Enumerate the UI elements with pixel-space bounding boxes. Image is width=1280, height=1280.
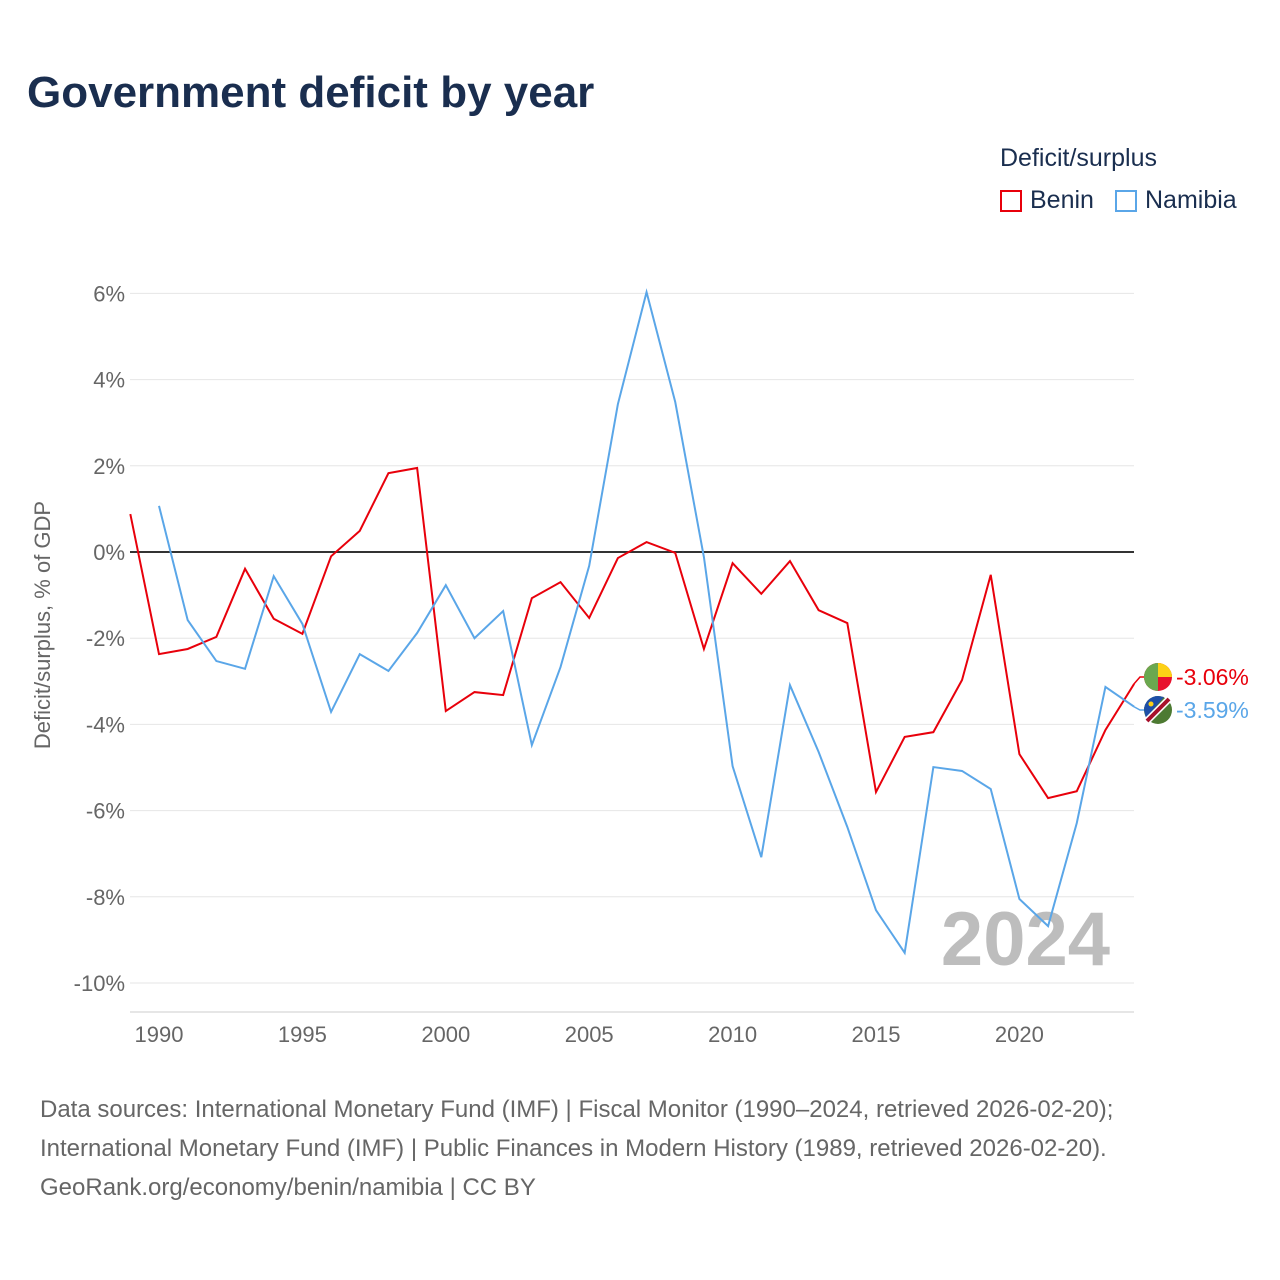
series-line-benin xyxy=(129,466,1135,800)
x-tick-label: 2005 xyxy=(565,1022,614,1047)
x-tick-label: 2020 xyxy=(995,1022,1044,1047)
y-tick-label: -10% xyxy=(74,971,125,996)
y-tick-label: -2% xyxy=(86,626,125,651)
source-url[interactable]: GeoRank.org/economy/benin/namibia | CC B… xyxy=(40,1174,536,1201)
y-tick-label: 2% xyxy=(93,454,125,479)
legend-label: Benin xyxy=(1030,186,1094,214)
x-tick-label: 1990 xyxy=(135,1022,184,1047)
year-watermark: 2024 xyxy=(941,897,1110,982)
namibia-flag-red xyxy=(1145,697,1171,723)
y-tick-label: -8% xyxy=(86,885,125,910)
y-tick-label: 4% xyxy=(93,368,125,393)
legend-swatch xyxy=(1115,189,1137,212)
legend-item-namibia[interactable]: Namibia xyxy=(1115,186,1237,215)
x-tick-label: 2000 xyxy=(421,1022,470,1047)
end-value-label: -3.06% xyxy=(1176,664,1249,690)
x-tick-label: 1995 xyxy=(278,1022,327,1047)
y-axis-title: Deficit/surplus, % of GDP xyxy=(30,501,55,749)
y-tick-label: 0% xyxy=(93,540,125,565)
benin-flag-green xyxy=(1144,663,1158,691)
legend-swatch xyxy=(1000,189,1022,212)
namibia-flag-blue xyxy=(1144,696,1164,718)
legend-item-benin[interactable]: Benin xyxy=(1000,186,1094,215)
legend-title: Deficit/surplus xyxy=(1000,144,1157,172)
source-line-1: Data sources: International Monetary Fun… xyxy=(40,1096,1114,1123)
legend-label: Namibia xyxy=(1145,186,1237,214)
chart-title: Government deficit by year xyxy=(27,68,595,117)
x-tick-label: 2010 xyxy=(708,1022,757,1047)
y-tick-label: -6% xyxy=(86,799,125,824)
x-tick-label: 2015 xyxy=(852,1022,901,1047)
namibia-flag-sun xyxy=(1148,701,1154,707)
source-line-2: International Monetary Fund (IMF) | Publ… xyxy=(40,1135,1107,1162)
footer: Data sources: International Monetary Fun… xyxy=(40,1090,1113,1207)
y-tick-label: 6% xyxy=(93,281,125,306)
benin-flag-yellow xyxy=(1158,663,1172,677)
series-line-namibia xyxy=(158,288,1135,956)
end-value-label: -3.59% xyxy=(1176,697,1249,723)
y-tick-label: -4% xyxy=(86,712,125,737)
